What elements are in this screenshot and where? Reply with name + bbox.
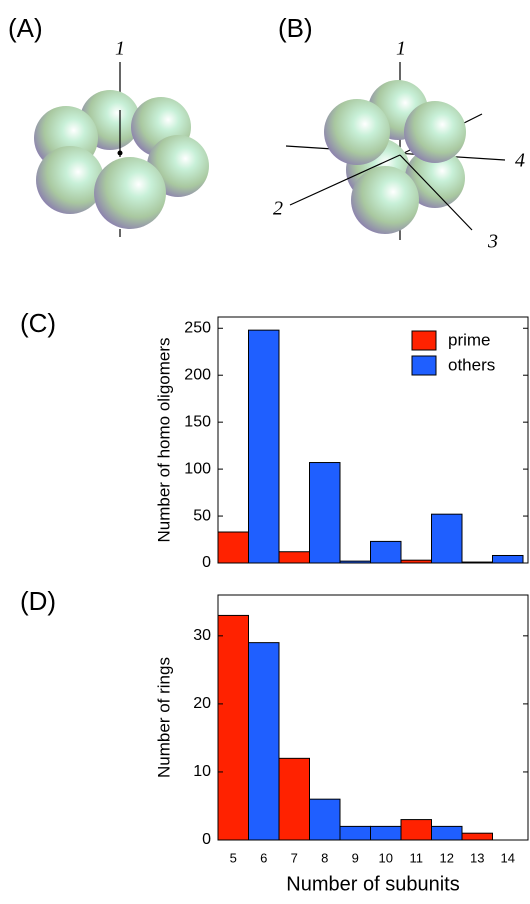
y-tick-label: 200 [184, 366, 211, 383]
y-tick-label: 50 [193, 507, 211, 524]
bar [432, 826, 463, 840]
bar [310, 799, 341, 840]
bar [432, 514, 463, 563]
bar [310, 463, 341, 563]
bar [462, 833, 493, 840]
y-tick-label: 20 [193, 695, 211, 712]
legend-swatch [412, 331, 436, 350]
bar [371, 826, 402, 840]
bar [249, 643, 280, 840]
x-tick-label: 9 [352, 850, 359, 865]
x-tick-label: 13 [470, 850, 484, 865]
ring-illustration-a [34, 62, 209, 237]
y-tick-label: 0 [202, 831, 211, 848]
bar [340, 826, 371, 840]
bar [279, 552, 310, 563]
x-tick-label: 14 [501, 850, 515, 865]
panel-label: (C) [20, 308, 56, 338]
y-axis-title: Number of rings [154, 657, 173, 778]
y-tick-label: 0 [202, 554, 211, 571]
legend-label: prime [448, 330, 491, 349]
figure: (A) 1 (B) 1 2 3 4 (C) Number of homo olig… [0, 0, 530, 904]
ring-illustration-b [286, 62, 505, 240]
bar [493, 555, 524, 563]
y-tick-label: 100 [184, 460, 211, 477]
x-tick-label: 11 [410, 850, 424, 865]
axis-label: 2 [273, 198, 283, 220]
y-tick-label: 250 [184, 319, 211, 336]
x-tick-label: 10 [379, 850, 393, 865]
axis-label: 1 [396, 38, 406, 60]
bar [371, 541, 402, 563]
panel-label: (D) [20, 586, 56, 616]
x-tick-label: 7 [291, 850, 298, 865]
panel-label: (B) [278, 13, 313, 43]
bar [218, 615, 249, 840]
panel-label: (A) [8, 13, 43, 43]
y-axis-title: Number of homo oligomers [154, 337, 173, 542]
bar [249, 330, 280, 563]
x-tick-label: 6 [260, 850, 267, 865]
x-axis-title: Number of subunits [286, 873, 459, 895]
x-tick-label: 8 [321, 850, 328, 865]
y-tick-label: 30 [193, 627, 211, 644]
bar [218, 532, 249, 563]
y-tick-label: 10 [193, 763, 211, 780]
axis-label: 1 [115, 38, 125, 60]
x-tick-label: 5 [230, 850, 237, 865]
legend-swatch [412, 356, 436, 375]
x-tick-label: 12 [440, 850, 454, 865]
legend-label: others [448, 355, 495, 374]
bar [279, 758, 310, 840]
y-tick-label: 150 [184, 413, 211, 430]
axis-label: 4 [515, 150, 525, 172]
bar [401, 820, 432, 840]
axis-label: 3 [487, 231, 498, 253]
